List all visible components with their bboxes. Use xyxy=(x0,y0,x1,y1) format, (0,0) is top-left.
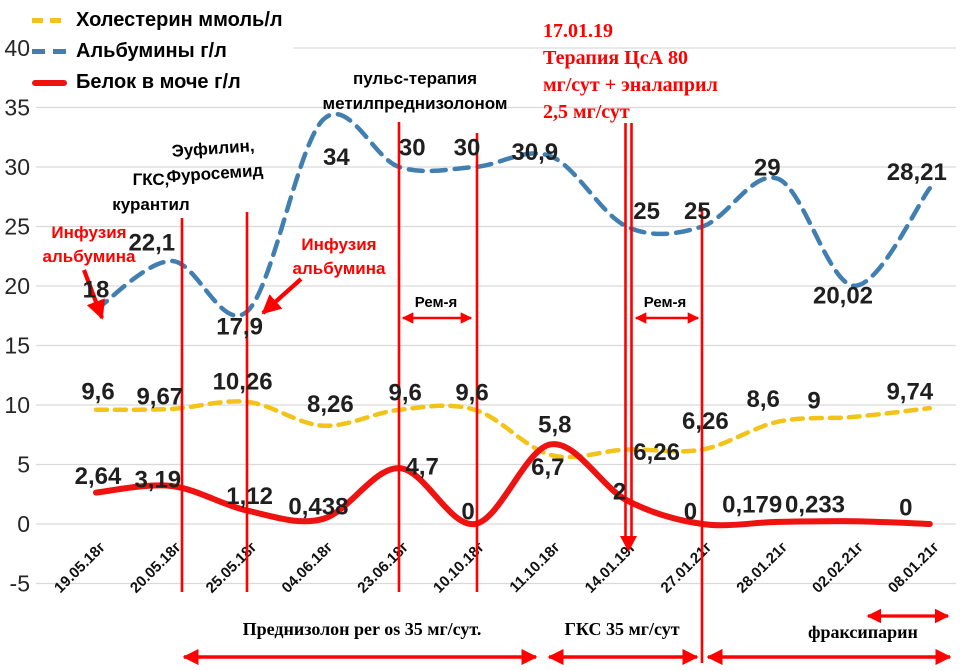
data-label: 0 xyxy=(684,499,697,526)
series-albumins-line xyxy=(93,111,933,318)
annotation-fraxiparin: фраксипарин xyxy=(808,622,918,642)
data-label: 2 xyxy=(613,479,626,506)
y-tick-label: 35 xyxy=(4,95,30,121)
data-label: 9 xyxy=(807,387,820,414)
x-tick-label: 27.01.21г xyxy=(657,539,715,597)
annotation-gks-35: ГКС 35 мг/сут xyxy=(564,619,680,639)
x-tick-label: 04.06.18г xyxy=(278,539,336,597)
y-tick-label: -5 xyxy=(10,571,30,597)
data-label: 34 xyxy=(323,144,350,171)
data-label: 22,1 xyxy=(128,230,175,257)
y-tick-label: 30 xyxy=(4,154,30,180)
data-label: 30 xyxy=(454,135,481,162)
x-tick-label: 19.05.18г xyxy=(51,539,109,597)
data-label: 17,9 xyxy=(216,314,263,341)
legend-item-urine-protein: Белок в моче г/л xyxy=(32,67,283,98)
y-tick-label: 15 xyxy=(4,333,30,359)
y-tick-label: 10 xyxy=(4,392,30,418)
legend-label-albumins: Альбумины г/л xyxy=(76,40,227,62)
data-label: 30 xyxy=(399,135,426,162)
x-tick-label: 02.02.21г xyxy=(809,539,867,597)
annotation-prednisolone: Преднизолон per os 35 мг/сут. xyxy=(242,619,482,639)
annotation-eufilin-furosemid: Эуфилин, Фуросемид xyxy=(165,136,264,187)
data-label: 9,6 xyxy=(81,378,114,405)
data-label: 9,6 xyxy=(455,379,488,406)
data-label: 9,6 xyxy=(389,379,422,406)
annotation-infusion-albumin-mid: Инфузия альбумина xyxy=(292,235,386,278)
data-label: 25 xyxy=(633,198,660,225)
x-tick-label: 25.05.18г xyxy=(203,539,261,597)
infusion-arrow xyxy=(82,269,105,320)
data-label: 0,233 xyxy=(785,492,845,519)
data-label: 29 xyxy=(754,154,781,181)
data-label: 4,7 xyxy=(406,454,439,481)
annotation-gks-kurantil: ГКС, курантил xyxy=(112,170,190,214)
legend-item-cholesterol: Холестерин ммоль/л xyxy=(32,5,283,36)
legend-label-urine-protein: Белок в моче г/л xyxy=(76,71,241,93)
y-tick-label: 0 xyxy=(17,511,30,537)
x-tick-label: 23.06.18г xyxy=(354,539,412,597)
therapy-arrowhead xyxy=(620,536,637,552)
annotation-pulse-therapy: пульс-терапия метилпреднизолоном xyxy=(322,69,508,113)
x-tick-label: 20.05.18г xyxy=(127,539,185,597)
data-label: 0 xyxy=(899,495,912,522)
y-tick-label: 40 xyxy=(4,35,30,61)
y-tick-label: 20 xyxy=(4,273,30,299)
data-label: 30,9 xyxy=(511,139,558,166)
data-label: 5,8 xyxy=(538,412,571,439)
data-label: 6,26 xyxy=(682,408,729,435)
legend-item-albumins: Альбумины г/л xyxy=(32,36,283,67)
annotation-remission-1: Рем-я xyxy=(414,294,458,311)
x-tick-label: 28.01.21г xyxy=(733,539,791,597)
data-label: 8,26 xyxy=(307,391,354,418)
data-label: 6,26 xyxy=(633,439,680,466)
x-tick-label: 10.10.18г xyxy=(430,539,488,597)
data-label: 0 xyxy=(461,499,474,526)
annotation-therapy-csa: 17.01.19 Терапия ЦсА 80 мг/сут + эналапр… xyxy=(543,20,718,123)
series-cholesterol-line xyxy=(93,399,933,460)
x-tick-label: 08.01.21г xyxy=(885,539,943,597)
annotation-infusion-albumin-left: Инфузия альбумина xyxy=(42,223,136,266)
data-label: 10,26 xyxy=(213,368,273,395)
data-label: 9,67 xyxy=(136,383,183,410)
data-label: 20,02 xyxy=(813,282,873,309)
x-tick-label: 11.10.18г xyxy=(506,539,563,596)
infusion-arrow xyxy=(261,277,303,315)
albumins-line-swatch xyxy=(32,49,67,54)
data-label: 0,438 xyxy=(288,493,348,520)
legend-label-cholesterol: Холестерин ммоль/л xyxy=(76,9,283,31)
annotation-remission-2: Рем-я xyxy=(643,294,687,311)
cholesterol-line-swatch xyxy=(32,18,67,23)
data-label: 28,21 xyxy=(887,159,947,186)
data-label: 0,179 xyxy=(722,491,782,518)
data-label: 1,12 xyxy=(226,483,273,510)
data-label: 8,6 xyxy=(747,386,780,413)
data-label: 2,64 xyxy=(75,463,122,490)
y-tick-label: 5 xyxy=(17,452,30,478)
data-label: 3,19 xyxy=(134,467,181,494)
legend: Холестерин ммоль/л Альбумины г/л Белок в… xyxy=(30,3,293,102)
y-tick-label: 25 xyxy=(4,214,30,240)
data-label: 9,74 xyxy=(886,379,933,406)
data-label: 25 xyxy=(684,198,711,225)
urine-protein-line-swatch xyxy=(32,79,67,86)
data-label: 18 xyxy=(83,276,110,303)
data-label: 6,7 xyxy=(531,454,564,481)
